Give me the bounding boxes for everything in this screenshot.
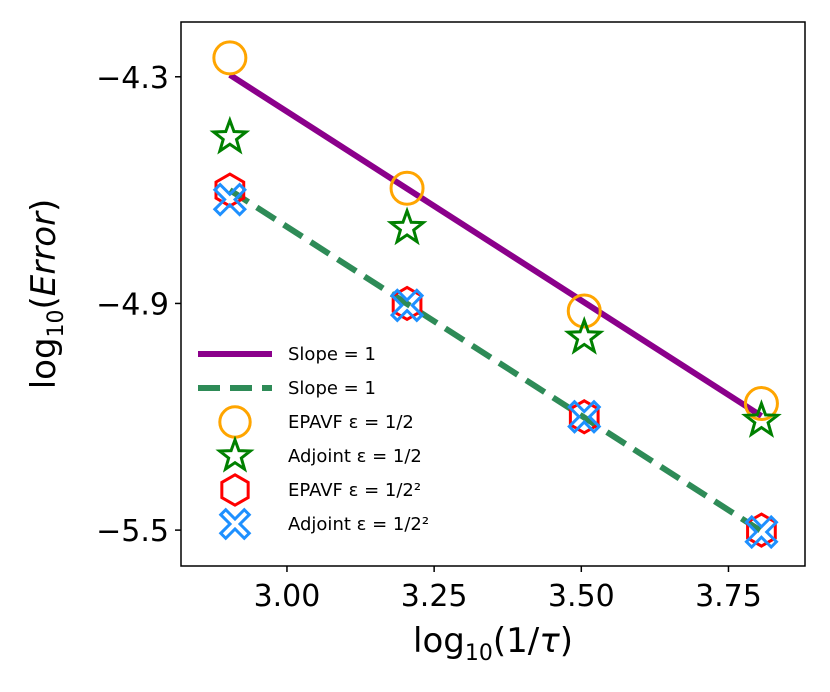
legend-label: Adjoint ε = 1/2: [288, 446, 422, 467]
legend-label: Adjoint ε = 1/2²: [288, 514, 429, 535]
legend-label: EPAVF ε = 1/2²: [288, 480, 421, 501]
legend-label: EPAVF ε = 1/2: [288, 412, 414, 433]
legend-swatch-star: [215, 435, 255, 473]
x-tick-label: 3.50: [548, 579, 615, 614]
legend-swatch-hexagon: [220, 473, 250, 507]
data-point-X: [567, 399, 602, 434]
legend-label: Slope = 1: [288, 344, 376, 365]
data-point-star: [386, 206, 428, 246]
data-point-X: [389, 288, 425, 323]
y-axis-label: log10(Error): [24, 199, 69, 390]
legend-swatch-circle: [218, 405, 252, 439]
data-point-X: [212, 182, 247, 217]
x-axis-label: log10(1/τ): [413, 621, 573, 666]
x-tick-label: 3.25: [401, 579, 468, 614]
legend-swatch-X: [218, 507, 252, 541]
legend: Slope = 1 Slope = 1 EPAVF ε = 1/2 Adjoint ε…: [198, 344, 429, 541]
data-point-star: [741, 399, 782, 438]
data-point-star: [563, 316, 605, 355]
data-point-circle: [389, 170, 425, 206]
ticks: 3.00 3.25 3.50 3.75 −4.3 −4.9 −5.5: [96, 61, 762, 614]
y-tick-label: −5.5: [96, 514, 169, 549]
plot-content: [209, 40, 782, 550]
series-line-1: [228, 187, 764, 534]
data-point-X: [744, 514, 779, 550]
data-point-star: [209, 115, 251, 155]
data-point-circle: [743, 386, 779, 422]
x-tick-label: 3.00: [254, 579, 321, 614]
plot-frame: [180, 21, 806, 567]
series-line-0: [228, 72, 764, 419]
data-point-circle: [566, 293, 602, 329]
x-tick-label: 3.75: [695, 579, 762, 614]
legend-label: Slope = 1: [288, 378, 376, 399]
y-tick-label: −4.3: [96, 61, 169, 96]
y-tick-label: −4.9: [96, 287, 169, 322]
data-point-circle: [212, 40, 248, 76]
